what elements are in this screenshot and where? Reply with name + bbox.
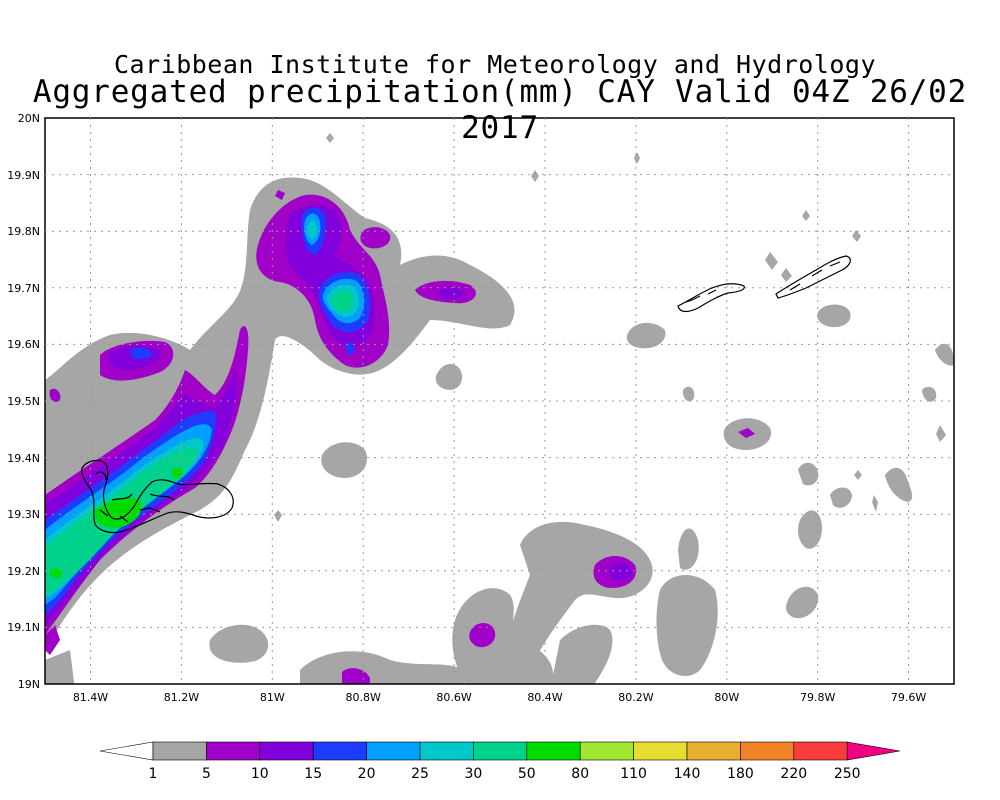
lat-label: 19.3N — [7, 508, 40, 521]
colorbar-swatch — [312, 741, 367, 761]
colorbar-label: 220 — [780, 766, 807, 782]
colorbar-label: 15 — [304, 766, 322, 782]
colorbar-label: 80 — [571, 766, 589, 782]
colorbar-label: 30 — [464, 766, 482, 782]
colorbar-label: 110 — [620, 766, 647, 782]
lat-label: 19.5N — [7, 395, 40, 408]
latitude-axis: 20N 19.9N 19.8N 19.7N 19.6N 19.5N 19.4N … — [7, 112, 40, 691]
lat-label: 19.4N — [7, 452, 40, 465]
grid-lines — [45, 118, 954, 684]
lat-label: 19.6N — [7, 338, 40, 351]
colorbar-swatch — [419, 741, 474, 761]
lon-label: 80.2W — [618, 691, 653, 704]
lon-label: 80.6W — [436, 691, 471, 704]
colorbar-label: 50 — [518, 766, 536, 782]
map-title-line2: Aggregated precipitation(mm) CAY Valid 0… — [32, 74, 968, 146]
colorbar-swatch — [579, 741, 634, 761]
colorbar-swatch — [526, 741, 581, 761]
colorbar-label: 25 — [411, 766, 429, 782]
lon-label: 80.8W — [346, 691, 381, 704]
little-cayman-coastline — [677, 283, 745, 313]
colorbar-swatch — [686, 741, 741, 761]
colorbar-labels: 1 5 10 15 20 25 30 50 80 110 140 180 220… — [149, 766, 861, 782]
colorbar-swatch — [473, 741, 528, 761]
grand-cayman-coastline — [81, 459, 234, 534]
colorbar-swatch — [633, 741, 688, 761]
lat-label: 19.7N — [7, 282, 40, 295]
colorbar-label: 10 — [251, 766, 269, 782]
lon-label: 79.6W — [891, 691, 926, 704]
lat-label: 19.9N — [7, 169, 40, 182]
colorbar — [99, 741, 901, 761]
colorbar-swatch — [259, 741, 314, 761]
longitude-axis: 81.4W 81.2W 81W 80.8W 80.6W 80.4W 80.2W … — [73, 691, 927, 704]
map-title-line1: Caribbean Institute for Meteorology and … — [113, 50, 876, 79]
colorbar-high-arrow — [846, 741, 901, 761]
colorbar-swatch — [152, 741, 207, 761]
cayman-brac-coastline — [775, 255, 851, 299]
precip-level-1 — [45, 133, 954, 684]
lat-label: 19N — [18, 678, 40, 691]
colorbar-label: 20 — [358, 766, 376, 782]
lon-label: 81.4W — [73, 691, 108, 704]
colorbar-swatch — [740, 741, 795, 761]
lon-label: 79.8W — [800, 691, 835, 704]
colorbar-label: 180 — [727, 766, 754, 782]
lat-label: 19.8N — [7, 225, 40, 238]
colorbar-label: 1 — [149, 766, 158, 782]
lon-label: 81.2W — [164, 691, 199, 704]
precipitation-field — [45, 133, 954, 684]
colorbar-swatch — [366, 741, 421, 761]
lon-label: 80.4W — [527, 691, 562, 704]
lat-label: 19.1N — [7, 621, 40, 634]
colorbar-label: 140 — [674, 766, 701, 782]
colorbar-low-arrow — [99, 741, 154, 761]
colorbar-label: 5 — [202, 766, 211, 782]
colorbar-swatch — [793, 741, 848, 761]
coastlines — [81, 255, 851, 534]
colorbar-swatch — [206, 741, 261, 761]
lon-label: 80W — [714, 691, 739, 704]
lat-label: 20N — [18, 112, 40, 125]
lat-label: 19.2N — [7, 565, 40, 578]
lon-label: 81W — [260, 691, 285, 704]
colorbar-label: 250 — [834, 766, 861, 782]
